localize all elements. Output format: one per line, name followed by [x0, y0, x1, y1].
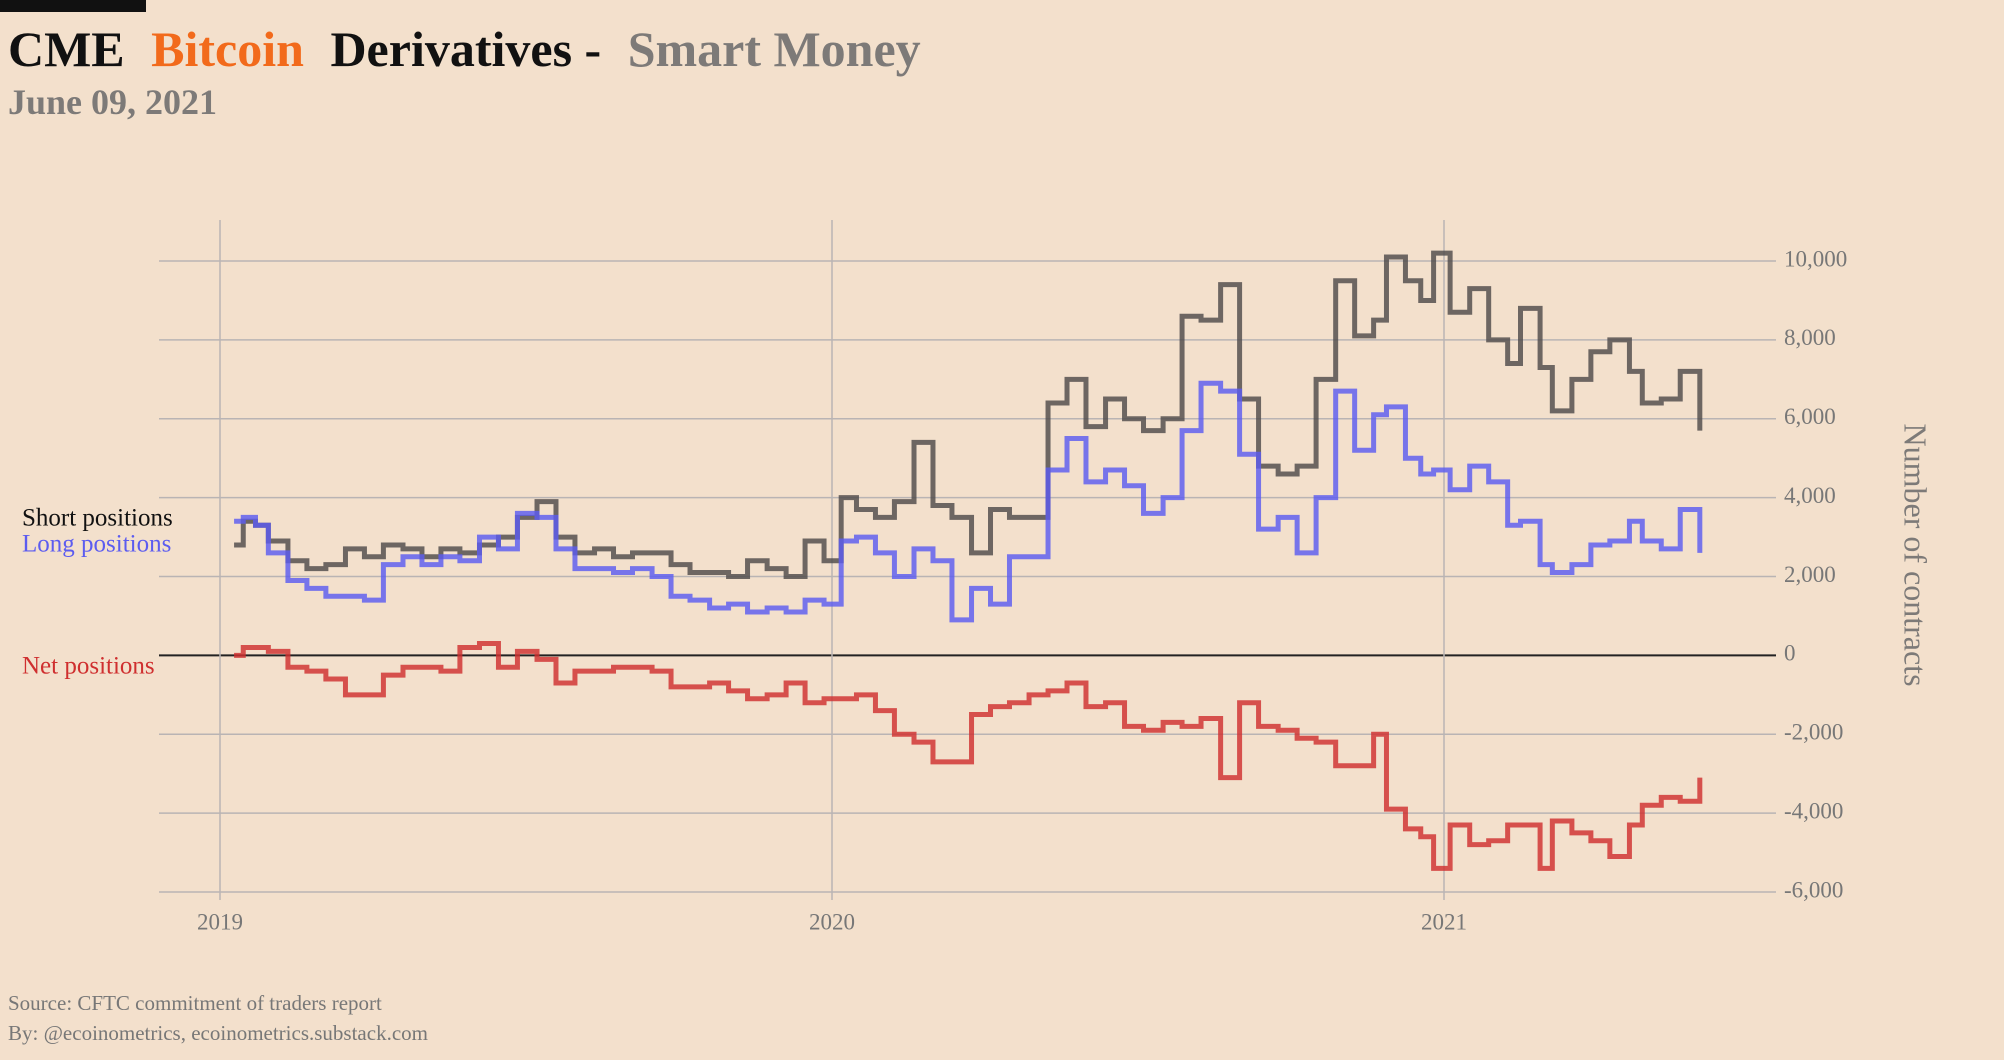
y-tick-label: 4,000: [1784, 483, 1836, 508]
subtitle: June 09, 2021: [8, 82, 217, 122]
title-part: Smart Money: [628, 21, 921, 77]
y-tick-label: 0: [1784, 641, 1796, 666]
y-tick-label: -4,000: [1784, 798, 1843, 823]
series-line: [234, 250, 1703, 579]
x-tick-label: 2019: [197, 909, 243, 934]
y-tick-label: 10,000: [1784, 246, 1847, 271]
title-part: Bitcoin: [151, 21, 304, 77]
source: By: @ecoinometrics, ecoinometrics.substa…: [8, 1021, 428, 1045]
title-part: CME: [8, 21, 125, 77]
series-label: Net positions: [22, 653, 155, 680]
y-tick-label: 2,000: [1784, 562, 1836, 587]
series-line: [234, 641, 1703, 871]
x-tick-label: 2021: [1421, 909, 1467, 934]
y-tick-label: -6,000: [1784, 877, 1843, 902]
source: Source: CFTC commitment of traders repor…: [8, 991, 382, 1015]
y-axis-label: Number of contracts: [1898, 423, 1934, 686]
series-label: Short positions: [22, 505, 173, 532]
title-part: Derivatives -: [330, 21, 601, 77]
x-tick-label: 2020: [809, 909, 855, 934]
corner-bar: [0, 0, 146, 12]
plot-lines: [234, 250, 1703, 871]
y-tick-label: 6,000: [1784, 404, 1836, 429]
series-line: [234, 380, 1703, 623]
y-tick-label: 8,000: [1784, 325, 1836, 350]
y-tick-label: -2,000: [1784, 720, 1843, 745]
series-label: Long positions: [22, 531, 171, 558]
chart-title: CME Bitcoin Derivatives - Smart Money: [8, 21, 921, 77]
